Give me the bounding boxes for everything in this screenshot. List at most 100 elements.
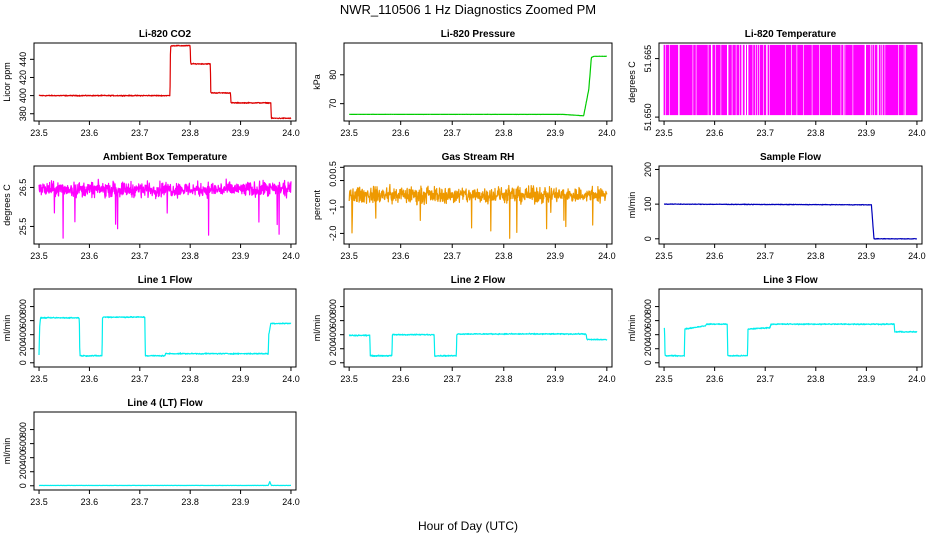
- series-path: [348, 55, 608, 117]
- x-tick-label: 23.5: [340, 374, 358, 384]
- panel-ylabel: kPa: [312, 74, 322, 90]
- panel-title: Ambient Box Temperature: [103, 152, 228, 163]
- y-tick-label: 0: [643, 360, 653, 365]
- y-tick-label: 800: [18, 422, 28, 437]
- x-tick-label: 23.8: [181, 497, 199, 507]
- series-path: [38, 44, 292, 120]
- y-tick-label: 600: [328, 313, 338, 328]
- x-tick-label: 23.7: [756, 251, 774, 261]
- x-tick-label: 23.5: [340, 251, 358, 261]
- series-line: [663, 203, 918, 240]
- y-tick-label: 200: [328, 341, 338, 356]
- x-tick-label: 23.7: [131, 128, 149, 138]
- panel-title: Sample Flow: [760, 152, 821, 163]
- series-line: [348, 332, 608, 358]
- plot-frame: [658, 165, 923, 245]
- panel-title: Line 2 Flow: [451, 275, 506, 286]
- x-tick-label: 23.5: [655, 128, 673, 138]
- y-tick-label: 51.665: [643, 45, 653, 73]
- x-tick-label: 23.6: [706, 374, 724, 384]
- x-tick-label: 23.9: [232, 497, 250, 507]
- panel-8: Line 3 Flow ml/min 23.5 23.6 23.7 23.8 23.9 24.…: [627, 275, 926, 384]
- y-tick-label: 800: [643, 299, 653, 314]
- x-tick-label: 23.6: [81, 128, 99, 138]
- x-tick-label: 23.8: [181, 128, 199, 138]
- series-line: [663, 322, 918, 358]
- y-tick-label: 200: [643, 341, 653, 356]
- y-tick-label: 51.650: [643, 103, 653, 131]
- y-tick-label: 0: [643, 236, 653, 241]
- y-tick-label: 800: [328, 299, 338, 314]
- x-tick-label: 24.0: [282, 128, 300, 138]
- panel-2: Li-820 Temperature degrees C 23.5 23.6 23.7 2…: [627, 29, 926, 138]
- y-tick-label: 600: [643, 313, 653, 328]
- x-tick-label: 23.7: [443, 128, 461, 138]
- x-tick-label: 23.9: [858, 251, 876, 261]
- y-tick-label: 400: [18, 88, 28, 103]
- x-tick-label: 24.0: [598, 374, 616, 384]
- panel-title: Gas Stream RH: [442, 152, 515, 163]
- x-tick-label: 23.6: [392, 374, 410, 384]
- panel-7: Line 2 Flow ml/min 23.5 23.6 23.7 23.8 23.9 24.…: [312, 275, 616, 384]
- panel-ylabel: degrees C: [627, 61, 637, 103]
- y-tick-label: 0: [18, 360, 28, 365]
- y-tick-label: 400: [18, 327, 28, 342]
- plot-frame: [33, 288, 297, 368]
- panel-5: Sample Flow ml/min 23.5 23.6 23.7 23.8 23.9 24.…: [627, 152, 926, 261]
- panel-ylabel: ml/min: [312, 315, 322, 342]
- panel-6: Line 1 Flow ml/min 23.5 23.6 23.7 23.8 23.9 24.…: [2, 275, 300, 384]
- plot-frame: [33, 411, 297, 491]
- x-tick-label: 23.7: [756, 374, 774, 384]
- x-tick-label: 24.0: [598, 251, 616, 261]
- y-tick-label: 26.5: [18, 179, 28, 197]
- y-tick-label: 0.0: [328, 174, 338, 187]
- x-tick-label: 23.9: [858, 374, 876, 384]
- x-tick-label: 23.7: [131, 497, 149, 507]
- x-tick-label: 23.9: [232, 251, 250, 261]
- panel-ylabel: ml/min: [2, 315, 12, 342]
- panel-ylabel: ml/min: [627, 315, 637, 342]
- series-line: [38, 315, 292, 358]
- x-tick-label: 23.6: [392, 128, 410, 138]
- x-tick-label: 23.9: [547, 251, 565, 261]
- panel-title: Li-820 Pressure: [441, 29, 516, 40]
- x-tick-label: 24.0: [908, 374, 926, 384]
- figure-xlabel: Hour of Day (UTC): [418, 519, 518, 533]
- series-line: [38, 178, 292, 239]
- plot-frame: [343, 288, 613, 368]
- series-path: [38, 481, 292, 487]
- y-tick-label: 100: [643, 197, 653, 212]
- x-tick-label: 23.9: [547, 374, 565, 384]
- panel-title: Li-820 Temperature: [745, 29, 837, 40]
- x-tick-label: 23.7: [131, 251, 149, 261]
- x-tick-label: 24.0: [282, 374, 300, 384]
- panel-grid: Li-820 CO2 Licor ppm 23.5 23.6 23.7 23.8 23.9 2…: [2, 29, 926, 507]
- x-tick-label: 23.8: [807, 374, 825, 384]
- x-tick-label: 23.6: [706, 251, 724, 261]
- x-tick-label: 23.6: [81, 497, 99, 507]
- y-tick-label: 440: [18, 52, 28, 67]
- x-tick-label: 23.8: [807, 251, 825, 261]
- x-tick-label: 23.8: [807, 128, 825, 138]
- y-tick-label: -2.0: [328, 226, 338, 242]
- x-tick-label: 23.5: [340, 128, 358, 138]
- x-tick-label: 23.5: [30, 251, 48, 261]
- plot-frame: [658, 288, 923, 368]
- x-tick-label: 23.8: [495, 128, 513, 138]
- y-tick-label: 70: [328, 99, 338, 109]
- panel-3: Ambient Box Temperature degrees C 23.5 23.6…: [2, 152, 300, 261]
- series-line: [348, 183, 608, 239]
- x-tick-label: 24.0: [908, 251, 926, 261]
- x-tick-label: 23.8: [495, 251, 513, 261]
- x-tick-label: 23.8: [181, 374, 199, 384]
- x-tick-label: 23.5: [30, 497, 48, 507]
- x-tick-label: 23.8: [181, 251, 199, 261]
- x-tick-label: 23.8: [495, 374, 513, 384]
- y-tick-label: 380: [18, 106, 28, 121]
- y-tick-label: 400: [328, 327, 338, 342]
- series-path: [663, 322, 918, 358]
- y-tick-label: 80: [328, 70, 338, 80]
- panel-4: Gas Stream RH percent 23.5 23.6 23.7 23.8 23.9…: [312, 152, 616, 261]
- plot-frame: [343, 165, 613, 245]
